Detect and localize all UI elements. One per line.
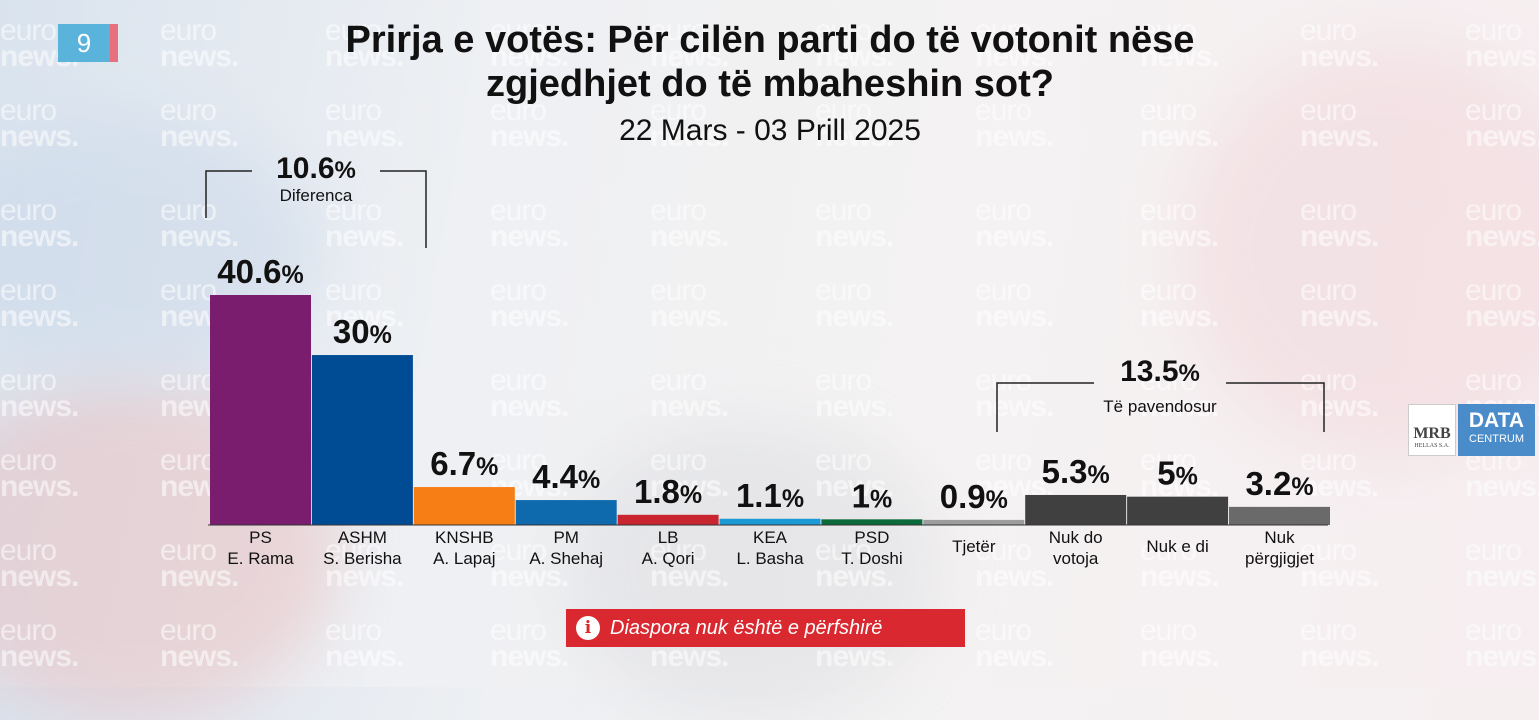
category-label: Nuk do	[1049, 528, 1103, 547]
data-label: 4.4%	[532, 458, 600, 495]
category-label: PS	[249, 528, 272, 547]
category-label: A. Lapaj	[433, 549, 495, 568]
category-label: LB	[658, 528, 679, 547]
bar	[617, 514, 719, 525]
chart-title: Prirja e votës: Për cilën parti do të vo…	[345, 19, 1195, 105]
bar	[311, 355, 413, 525]
mrb-datacentrum-logo: MRB HELLAS S.A. DATA CENTRUM	[1408, 404, 1535, 456]
category-label: Nuk	[1264, 528, 1295, 547]
category-label: L. Basha	[736, 549, 804, 568]
annotation-bracket-right	[380, 170, 427, 248]
category-label: A. Shehaj	[529, 549, 603, 568]
data-label: 0.9%	[940, 478, 1008, 515]
data-label: 5.3%	[1042, 453, 1110, 490]
bar	[821, 519, 923, 525]
logo-datacentrum: DATA CENTRUM	[1458, 404, 1535, 456]
category-label: T. Doshi	[841, 549, 902, 568]
data-label: 3.2%	[1245, 465, 1313, 502]
annotation-label: Të pavendosur	[1103, 397, 1217, 416]
page-number-badge: 9	[58, 24, 110, 62]
category-label: KNSHB	[435, 528, 494, 547]
data-label: 5%	[1157, 455, 1198, 492]
data-label: 40.6%	[217, 253, 303, 290]
annotation-bracket-left	[205, 170, 252, 218]
logo-mrb-text: MRB	[1413, 425, 1451, 442]
bar	[1229, 506, 1330, 525]
annotation-bracket-left	[996, 382, 1094, 432]
page-badge-stripe	[110, 24, 118, 62]
bar	[1025, 494, 1127, 525]
bar-chart: 40.6% PS E. Rama 30% ASHM S. Berisha 6.7% KNSHB…	[205, 152, 1330, 568]
logo-mrb: MRB HELLAS S.A.	[1408, 404, 1456, 456]
bar	[923, 519, 1025, 525]
logo-data-text: DATA	[1468, 409, 1525, 432]
category-label: E. Rama	[227, 549, 294, 568]
chart-subtitle: 22 Mars - 03 Prill 2025	[619, 114, 921, 147]
bar	[515, 500, 617, 525]
annotation-value: 13.5%	[1120, 355, 1200, 388]
category-label: votoja	[1053, 549, 1099, 568]
diaspora-note-text: Diaspora nuk është e përfshirë	[610, 616, 883, 639]
annotation-bracket-right	[1226, 382, 1325, 432]
category-label: PSD	[854, 528, 889, 547]
data-label: 1.1%	[736, 477, 804, 514]
data-label: 30%	[333, 313, 392, 350]
category-label: PM	[553, 528, 579, 547]
bar	[413, 487, 515, 525]
category-label: Nuk e di	[1146, 537, 1208, 556]
bar	[210, 295, 311, 525]
category-label: A. Qori	[642, 549, 695, 568]
category-label: Tjetër	[952, 537, 996, 556]
category-label: KEA	[753, 528, 788, 547]
category-label: përgjigjet	[1245, 549, 1314, 568]
info-icon: i	[576, 616, 600, 640]
data-label: 6.7%	[430, 445, 498, 482]
category-label: S. Berisha	[323, 549, 402, 568]
category-label: ASHM	[338, 528, 387, 547]
annotation-value: 10.6%	[276, 152, 356, 185]
data-label: 1.8%	[634, 473, 702, 510]
annotation-label: Diferenca	[280, 186, 353, 205]
diaspora-note: i Diaspora nuk është e përfshirë	[566, 609, 965, 647]
bar	[719, 518, 821, 525]
logo-mrb-subtext: HELLAS S.A.	[1414, 443, 1450, 449]
data-label: 1%	[852, 477, 893, 514]
logo-centrum-text: CENTRUM	[1469, 433, 1524, 445]
bar	[1127, 496, 1229, 525]
